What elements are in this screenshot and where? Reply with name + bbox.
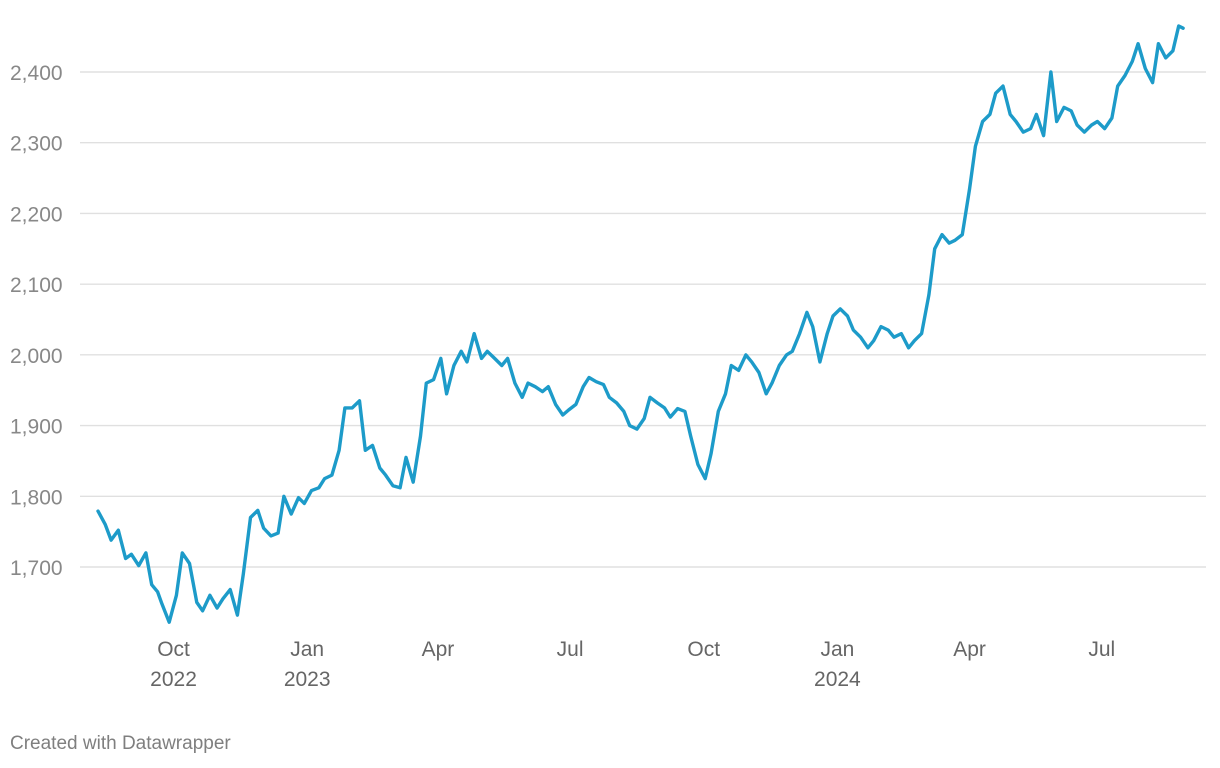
x-tick-label: Jan — [820, 638, 854, 661]
y-tick-label: 2,400 — [10, 62, 63, 85]
x-tick-label: Jan — [290, 638, 324, 661]
y-tick-label: 1,700 — [10, 557, 63, 580]
x-tick-label: Jul — [557, 638, 584, 661]
x-axis-tick-labels: Oct 2022 Jan 2023 Apr Jul Oct Jan 2024 Apr Jul — [150, 638, 1115, 691]
y-axis-tick-labels: 1,700 1,800 1,900 2,000 2,100 2,200 2,300 2,400 — [10, 62, 63, 580]
x-tick-label: Apr — [953, 638, 986, 661]
y-tick-label: 1,900 — [10, 416, 63, 439]
x-tick-year-label: 2022 — [150, 668, 197, 691]
series-layer — [96, 24, 1185, 624]
x-tick-year-label: 2024 — [814, 668, 861, 691]
x-tick-label: Oct — [157, 638, 190, 661]
x-tick-label: Jul — [1088, 638, 1115, 661]
y-tick-label: 2,000 — [10, 345, 63, 368]
series-line — [96, 24, 1185, 624]
y-tick-label: 2,200 — [10, 203, 63, 226]
y-tick-label: 2,100 — [10, 274, 63, 297]
x-tick-year-label: 2023 — [284, 668, 331, 691]
y-tick-label: 1,800 — [10, 486, 63, 509]
x-tick-label: Oct — [687, 638, 720, 661]
gridlines — [80, 71, 1206, 568]
x-tick-label: Apr — [422, 638, 455, 661]
y-tick-label: 2,300 — [10, 133, 63, 156]
credit-footer: Created with Datawrapper — [10, 733, 231, 754]
